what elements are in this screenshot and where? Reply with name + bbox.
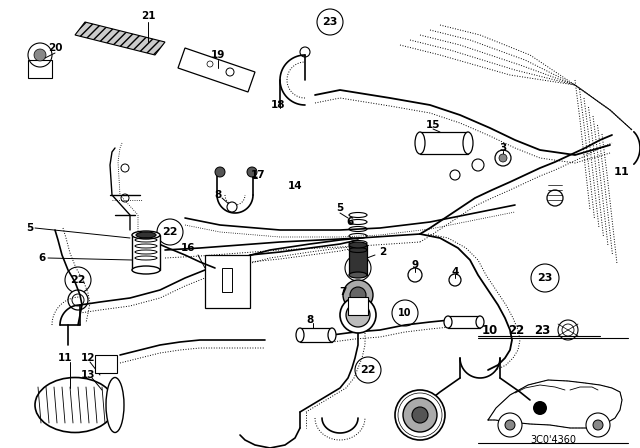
Polygon shape xyxy=(178,48,255,92)
Circle shape xyxy=(593,420,603,430)
Text: 20: 20 xyxy=(48,43,62,53)
Bar xyxy=(132,235,160,270)
Ellipse shape xyxy=(444,316,452,328)
Circle shape xyxy=(533,401,547,415)
Bar xyxy=(300,328,332,342)
Ellipse shape xyxy=(476,316,484,328)
Text: 5: 5 xyxy=(337,203,344,213)
Text: 6: 6 xyxy=(346,217,354,227)
Circle shape xyxy=(350,287,366,303)
Circle shape xyxy=(340,297,376,333)
Circle shape xyxy=(317,9,343,35)
Ellipse shape xyxy=(35,378,115,432)
Circle shape xyxy=(227,202,237,212)
Text: 1: 1 xyxy=(621,167,629,177)
Text: 10: 10 xyxy=(398,308,412,318)
Text: 22: 22 xyxy=(70,275,86,285)
Text: 3: 3 xyxy=(499,143,507,153)
Circle shape xyxy=(403,398,437,432)
Circle shape xyxy=(395,390,445,440)
Text: 19: 19 xyxy=(211,50,225,60)
Text: 1: 1 xyxy=(614,167,622,177)
Circle shape xyxy=(34,49,46,61)
Circle shape xyxy=(586,413,610,437)
Text: 23: 23 xyxy=(323,17,338,27)
Bar xyxy=(420,132,468,154)
Text: 15: 15 xyxy=(426,120,440,130)
Circle shape xyxy=(207,61,213,67)
Text: 11: 11 xyxy=(58,353,72,363)
Bar xyxy=(349,245,367,275)
Ellipse shape xyxy=(328,328,336,342)
Text: 9: 9 xyxy=(412,260,419,270)
Ellipse shape xyxy=(106,378,124,432)
Ellipse shape xyxy=(136,232,156,238)
Circle shape xyxy=(505,420,515,430)
Ellipse shape xyxy=(463,132,473,154)
Text: 7: 7 xyxy=(339,287,347,297)
Circle shape xyxy=(498,413,522,437)
Text: 22: 22 xyxy=(163,227,178,237)
Circle shape xyxy=(499,154,507,162)
Circle shape xyxy=(215,167,225,177)
Text: 21: 21 xyxy=(141,11,156,21)
Text: 8: 8 xyxy=(307,315,314,325)
Text: 23: 23 xyxy=(538,273,553,283)
Text: 4: 4 xyxy=(451,267,459,277)
Circle shape xyxy=(157,219,183,245)
Circle shape xyxy=(343,280,373,310)
Bar xyxy=(448,316,480,328)
Text: 22: 22 xyxy=(360,365,376,375)
Text: 16: 16 xyxy=(180,243,195,253)
Circle shape xyxy=(226,68,234,76)
Text: 8: 8 xyxy=(214,190,221,200)
Text: 22: 22 xyxy=(508,323,524,336)
Bar xyxy=(28,60,52,78)
Text: 13: 13 xyxy=(81,370,95,380)
Bar xyxy=(95,355,117,373)
Ellipse shape xyxy=(415,132,425,154)
Ellipse shape xyxy=(349,272,367,278)
Ellipse shape xyxy=(349,242,367,248)
Polygon shape xyxy=(205,255,250,308)
Text: 22: 22 xyxy=(350,263,365,273)
Bar xyxy=(348,297,368,315)
Circle shape xyxy=(65,267,91,293)
Circle shape xyxy=(531,264,559,292)
Circle shape xyxy=(355,357,381,383)
Circle shape xyxy=(247,167,257,177)
Circle shape xyxy=(68,290,88,310)
Text: 18: 18 xyxy=(271,100,285,110)
Text: 10: 10 xyxy=(482,323,498,336)
Ellipse shape xyxy=(132,231,160,239)
Text: 23: 23 xyxy=(534,323,550,336)
Bar xyxy=(222,268,232,292)
Circle shape xyxy=(412,407,428,423)
Text: 17: 17 xyxy=(251,170,266,180)
Polygon shape xyxy=(75,22,165,55)
Circle shape xyxy=(346,303,370,327)
Ellipse shape xyxy=(296,328,304,342)
Text: 5: 5 xyxy=(26,223,34,233)
Text: 6: 6 xyxy=(38,253,45,263)
Ellipse shape xyxy=(132,266,160,274)
Circle shape xyxy=(392,300,418,326)
Circle shape xyxy=(345,255,371,281)
Text: 12: 12 xyxy=(81,353,95,363)
Text: 14: 14 xyxy=(288,181,302,191)
Text: 3C0'4360: 3C0'4360 xyxy=(530,435,576,445)
Text: 2: 2 xyxy=(380,247,387,257)
